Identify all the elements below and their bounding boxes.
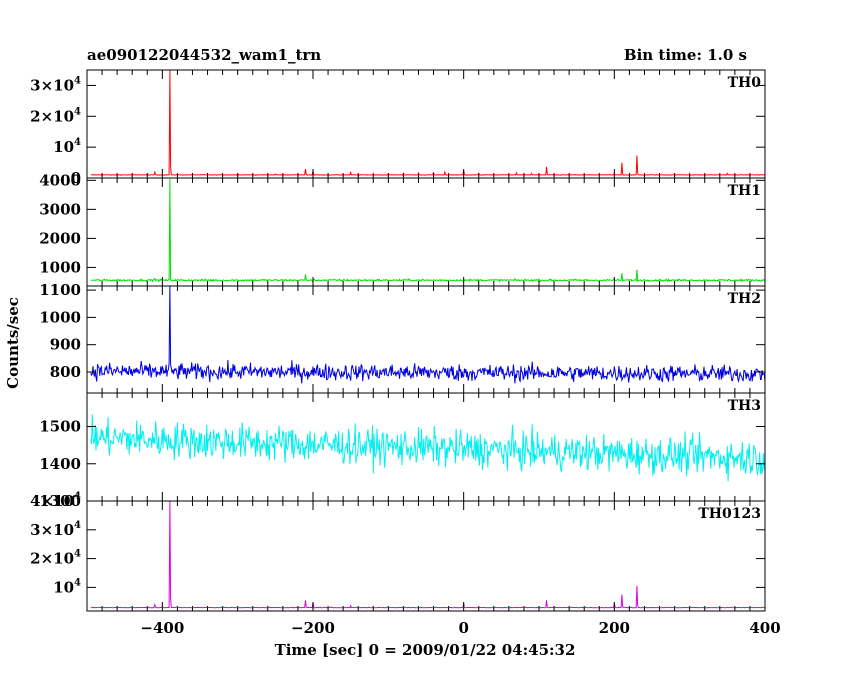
panel-th1: TH1 1000 2000 3000 4000 — [39, 171, 766, 287]
x-axis-label: Time [sec] 0 = 2009/01/22 04:45:32 — [275, 641, 576, 659]
y-tick-label: 0 — [71, 169, 81, 187]
series-th0123 — [90, 500, 765, 609]
panel-frame — [86, 285, 766, 394]
panel-frame — [86, 177, 766, 287]
y-tick-label: 2×104 — [30, 106, 81, 125]
series-th3 — [90, 413, 766, 482]
x-tick-label: 0 — [458, 619, 468, 637]
panel-label: TH3 — [728, 398, 761, 414]
bin-time-label: Bin time: 1.0 s — [624, 46, 747, 64]
x-axis: −400 −200 0 200 400 — [140, 619, 780, 637]
panel-label: TH1 — [728, 183, 761, 199]
panel-label: TH0 — [728, 75, 762, 91]
y-tick-label: 1100 — [39, 281, 81, 299]
panel-th2: TH2 800 900 1000 1100 — [39, 281, 766, 394]
y-tick-label: 1400 — [39, 455, 81, 473]
y-tick-label: 3000 — [39, 200, 81, 218]
y-tick-label: 800 — [50, 363, 81, 381]
y-tick-label: 1300 — [39, 492, 81, 510]
y-tick-label: 104 — [53, 577, 81, 596]
y-tick-label: 4000 — [39, 171, 81, 189]
panel-th0: TH0 0 104 2×104 3×104 — [30, 69, 766, 187]
y-tick-label: 4×104 — [30, 491, 81, 510]
y-tick-label: 1000 — [39, 308, 81, 326]
y-tick-label: 2000 — [39, 229, 81, 247]
y-axis-label: Counts/sec — [4, 297, 22, 389]
panel-label: TH2 — [728, 291, 761, 307]
x-tick-label: −200 — [291, 619, 335, 637]
x-tick-label: −400 — [140, 619, 184, 637]
series-th1 — [90, 178, 766, 283]
panel-th3: TH3 1300 1400 1500 — [39, 392, 766, 510]
series-th0 — [90, 69, 766, 176]
y-tick-label: 104 — [53, 137, 81, 156]
y-tick-label: 1500 — [39, 418, 81, 436]
chart-title: ae090122044532_wam1_trn — [87, 46, 321, 64]
series-th2 — [90, 285, 766, 384]
panels: TH0 0 104 2×104 3×104 TH1 1000 2000 3000 4000 TH2 8… — [30, 69, 766, 612]
panel-frame — [86, 500, 766, 612]
y-tick-label: 3×104 — [30, 75, 81, 94]
y-tick-label: 2×104 — [30, 549, 81, 568]
panel-th0123: TH0123 104 2×104 3×104 4×104 — [30, 491, 766, 612]
y-tick-label: 1000 — [39, 258, 81, 276]
panel-frame — [86, 69, 766, 179]
x-tick-label: 400 — [749, 619, 780, 637]
panel-label: TH0123 — [698, 506, 761, 522]
y-tick-label: 3×104 — [30, 520, 81, 539]
x-tick-label: 200 — [599, 619, 630, 637]
y-tick-label: 900 — [50, 336, 81, 354]
